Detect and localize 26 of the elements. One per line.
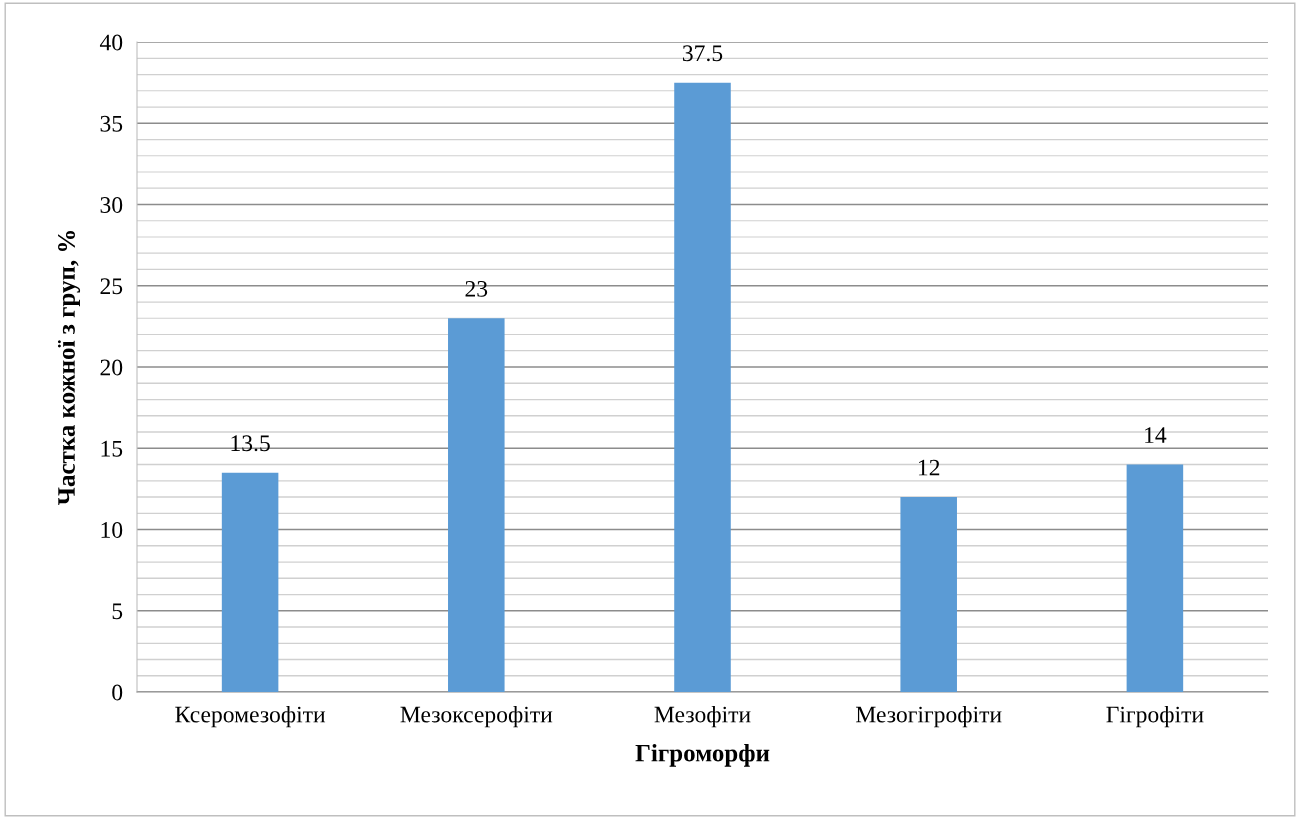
y-tick-label: 5 bbox=[112, 603, 123, 620]
y-tick-label: 15 bbox=[101, 440, 123, 457]
bar bbox=[674, 82, 731, 692]
y-tick-label: 20 bbox=[100, 359, 123, 376]
data-label: 23 bbox=[465, 280, 488, 297]
y-tick-label: 40 bbox=[99, 34, 123, 51]
y-tick-label: 10 bbox=[101, 521, 123, 538]
x-tick-label: Ксеромезофіти bbox=[175, 705, 326, 728]
x-axis-title: Гігроморфи bbox=[635, 743, 770, 767]
data-label: 13.5 bbox=[231, 435, 270, 452]
x-tick-label: Гігрофіти bbox=[1106, 705, 1204, 728]
data-label: 14 bbox=[1145, 427, 1167, 443]
bar bbox=[900, 497, 957, 692]
x-tick-label: Мезогігрофіти bbox=[855, 705, 1002, 728]
bar bbox=[221, 472, 279, 692]
x-tick-label: Мезофіти bbox=[654, 705, 751, 728]
y-tick-label: 30 bbox=[100, 196, 123, 213]
x-tick-label: Мезоксерофіти bbox=[400, 705, 553, 728]
y-tick-label: 0 bbox=[112, 684, 123, 701]
y-axis-title: Частка кожної з груп, % bbox=[57, 230, 81, 506]
y-tick-label: 25 bbox=[100, 278, 123, 295]
bar bbox=[448, 318, 505, 692]
bar bbox=[1126, 464, 1184, 692]
data-label: 37.5 bbox=[682, 45, 723, 62]
data-label: 12 bbox=[918, 459, 940, 476]
y-tick-label: 35 bbox=[100, 115, 123, 132]
